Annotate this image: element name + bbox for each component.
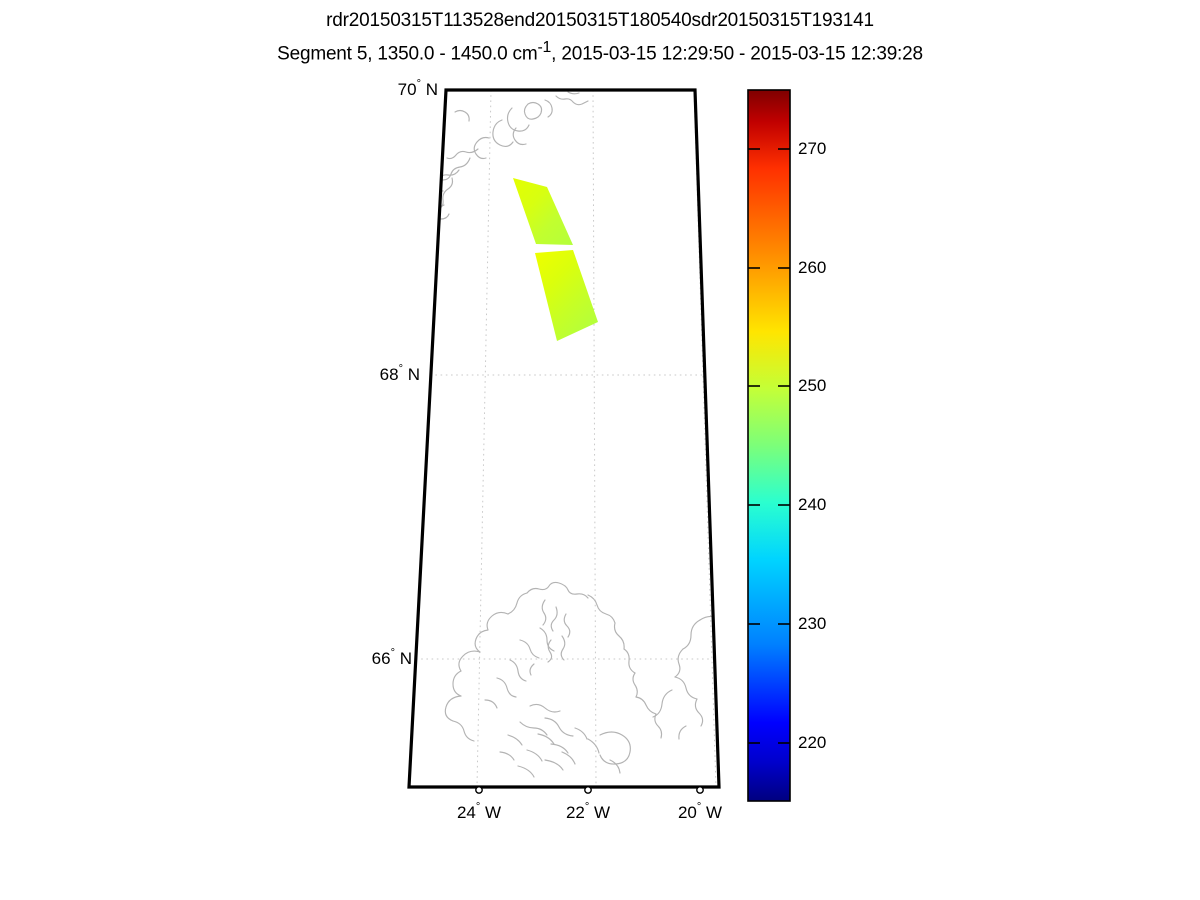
- lon-22-hemisphere: W: [594, 803, 611, 822]
- colorbar-tick-label-270: 270: [798, 139, 827, 158]
- swath-segment-upper: [513, 178, 573, 245]
- lon-tick-label-22w: 22° W: [538, 801, 638, 823]
- gridline-lon-20: [693, 90, 717, 787]
- colorbar-tick-label-220: 220: [798, 733, 827, 752]
- degree-icon: °: [475, 801, 481, 814]
- coastline-iceland: [444, 581, 719, 778]
- lat-tick-label-70n: 70° N: [330, 78, 438, 100]
- colorbar-tick-label-260: 260: [798, 258, 827, 277]
- lon-tick-22w: [584, 786, 592, 794]
- colorbar-tick-label-250: 250: [798, 376, 827, 395]
- swath-segment-lower: [535, 250, 598, 341]
- colorbar-ticks: [748, 148, 790, 744]
- lon-24-hemisphere: W: [485, 803, 502, 822]
- degree-icon: °: [584, 801, 590, 814]
- lon-20-value: 20: [677, 803, 697, 822]
- map-background: [409, 90, 719, 787]
- lat-tick-label-68n: 68° N: [312, 363, 420, 385]
- degree-icon: °: [416, 78, 421, 91]
- lon-24-value: 24: [456, 803, 476, 822]
- lon-tick-24w: [475, 786, 483, 794]
- gridline-lon-24: [476, 90, 492, 787]
- lat-68-value: 68: [379, 365, 399, 384]
- graticule-grid: [416, 90, 717, 787]
- lat-66-hemisphere: N: [399, 649, 412, 668]
- coastline-greenland: [430, 91, 589, 220]
- lat-70-value: 70: [397, 80, 417, 99]
- data-swath-group: [513, 178, 598, 341]
- degree-icon: °: [390, 647, 395, 660]
- axis-tick-marks: [475, 786, 704, 794]
- gridline-lon-22: [592, 90, 597, 787]
- lon-tick-label-20w: 20° W: [650, 801, 750, 823]
- lon-tick-20w: [696, 786, 704, 794]
- lon-20-hemisphere: W: [706, 803, 723, 822]
- degree-icon: °: [398, 363, 403, 376]
- lon-22-value: 22: [565, 803, 585, 822]
- colorbar-group[interactable]: [747, 89, 791, 802]
- colorbar-tick-label-240: 240: [798, 495, 827, 514]
- lat-66-value: 66: [371, 649, 391, 668]
- lat-tick-label-66n: 66° N: [304, 647, 412, 669]
- map-border: [407, 88, 721, 789]
- lat-68-hemisphere: N: [407, 365, 420, 384]
- colorbar-gradient[interactable]: [747, 89, 791, 802]
- lon-tick-label-24w: 24° W: [429, 801, 529, 823]
- degree-icon: °: [696, 801, 702, 814]
- lat-70-hemisphere: N: [425, 80, 438, 99]
- colorbar-tick-label-230: 230: [798, 614, 827, 633]
